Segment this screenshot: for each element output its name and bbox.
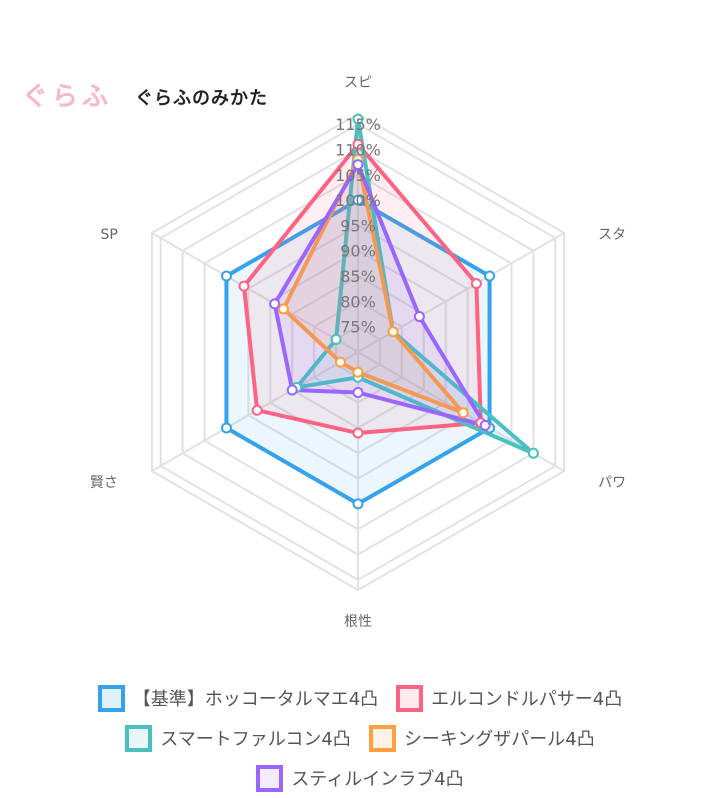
- data-point: [334, 356, 346, 368]
- data-point: [527, 447, 539, 459]
- data-point: [330, 333, 342, 345]
- legend-swatch: [256, 764, 284, 792]
- data-point: [352, 113, 364, 125]
- tick-label: 110%: [335, 140, 381, 159]
- site-subtitle: ぐらふのみかた: [135, 88, 268, 109]
- tick-label: 85%: [340, 267, 376, 286]
- axis-label: 賢さ: [90, 475, 118, 491]
- legend-item-stillinlove[interactable]: スティルインラブ4凸: [256, 764, 464, 792]
- legend-label: シーキングザパール4凸: [403, 729, 595, 750]
- data-point: [479, 419, 491, 431]
- legend-item-smartfalcon[interactable]: スマートファルコン4凸: [125, 724, 351, 752]
- data-point: [352, 194, 364, 206]
- legend-label: スティルインラブ4凸: [291, 769, 464, 790]
- tick-label: 105%: [335, 166, 381, 185]
- tick-label: 80%: [340, 292, 376, 311]
- legend-item-elcondor[interactable]: エルコンドルパサー4凸: [396, 684, 623, 712]
- data-point: [352, 366, 364, 378]
- axis-label: パワ: [598, 475, 626, 491]
- legend-label: スマートファルコン4凸: [160, 729, 351, 750]
- data-point: [277, 303, 289, 315]
- data-point: [352, 387, 364, 399]
- tick-label: 75%: [340, 318, 376, 337]
- data-point: [352, 159, 364, 171]
- data-point: [470, 278, 482, 290]
- data-point: [387, 326, 399, 338]
- data-point: [484, 270, 496, 282]
- grid-spoke: [151, 232, 359, 353]
- legend-item-seeking[interactable]: シーキングザパール4凸: [368, 724, 595, 752]
- axis-label: SP: [101, 227, 118, 243]
- chart-legend: 【基準】ホッコータルマエ4凸 エルコンドルパサー4凸 スマートファルコン4凸 シ…: [0, 678, 720, 798]
- axis-label: スピ: [344, 75, 372, 91]
- tick-label: 95%: [340, 216, 376, 235]
- logo: ぐらふ: [22, 82, 113, 112]
- data-point: [238, 280, 250, 292]
- data-point: [220, 270, 232, 282]
- legend-swatch: [97, 684, 125, 712]
- data-point: [269, 298, 281, 310]
- axis-label: 根性: [344, 614, 372, 630]
- legend-item-hokko[interactable]: 【基準】ホッコータルマエ4凸: [97, 684, 379, 712]
- data-point: [352, 498, 364, 510]
- legend-swatch: [125, 724, 153, 752]
- tick-label: 100%: [335, 191, 381, 210]
- data-point: [220, 422, 232, 434]
- data-point: [352, 427, 364, 439]
- tick-label: 115%: [335, 115, 381, 134]
- data-point: [352, 138, 364, 150]
- legend-label: エルコンドルパサー4凸: [431, 689, 623, 710]
- data-point: [457, 407, 469, 419]
- legend-label: 【基準】ホッコータルマエ4凸: [132, 689, 379, 710]
- axis-label: スタ: [598, 227, 626, 243]
- legend-swatch: [396, 684, 424, 712]
- legend-swatch: [368, 724, 396, 752]
- data-point: [413, 311, 425, 323]
- tick-label: 90%: [340, 242, 376, 261]
- data-point: [251, 404, 263, 416]
- data-point: [286, 384, 298, 396]
